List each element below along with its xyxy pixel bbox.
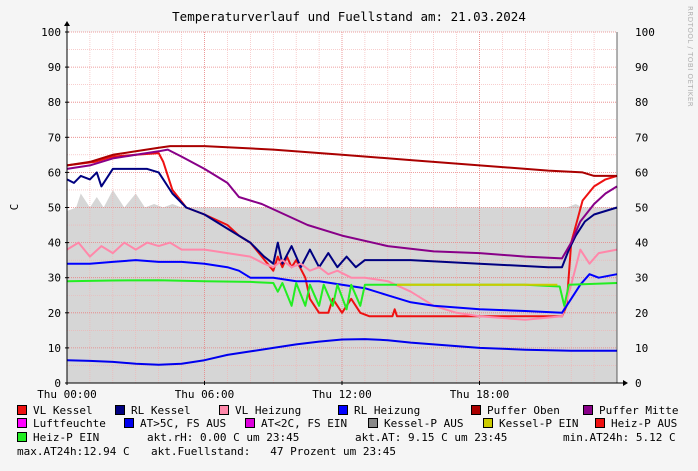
legend-swatch bbox=[17, 418, 27, 428]
legend-item-kessel-p-aus: Kessel-P AUS bbox=[368, 417, 463, 431]
legend-label: RL Kessel bbox=[131, 404, 191, 417]
current-humidity: akt.rH: 0.00 C um 23:45 bbox=[147, 431, 300, 444]
y-tick-label-right: 20 bbox=[635, 307, 648, 320]
legend-item-puffer-mitte: Puffer Mitte bbox=[583, 404, 678, 418]
current-fill-level: akt.Fuellstand: 47 Prozent um 23:45 bbox=[151, 445, 397, 458]
legend-row-1: VL Kessel RL Kessel VL Heizung RL Heizun… bbox=[0, 404, 698, 418]
y-tick-label: 70 bbox=[48, 131, 61, 144]
legend-label: Heiz-P EIN bbox=[33, 431, 100, 444]
y-tick-label: 30 bbox=[48, 272, 61, 285]
legend-swatch bbox=[219, 405, 229, 415]
legend-label: RL Heizung bbox=[354, 404, 421, 417]
x-tick-label: Thu 12:00 bbox=[312, 388, 372, 400]
legend-item-heiz-p-ein: Heiz-P EIN bbox=[17, 431, 99, 445]
legend-swatch bbox=[17, 432, 27, 442]
legend-row-2: Luftfeuchte AT>5C, FS AUS AT<2C, FS EIN … bbox=[0, 417, 698, 431]
y-tick-label-right: 90 bbox=[635, 61, 648, 74]
legend-label: Kessel-P AUS bbox=[384, 417, 464, 430]
series-line bbox=[67, 259, 618, 314]
y-axis-label: C bbox=[8, 204, 21, 211]
legend-item-rl-heizung: RL Heizung bbox=[338, 404, 420, 418]
legend-swatch bbox=[483, 418, 493, 428]
y-tick-label-right: 50 bbox=[635, 202, 648, 215]
series-line bbox=[66, 145, 617, 177]
y-tick-label: 80 bbox=[48, 96, 61, 109]
legend-row-3: Heiz-P EIN akt.rH: 0.00 C um 23:45 akt.A… bbox=[0, 431, 698, 445]
y-tick-label: 90 bbox=[48, 61, 61, 74]
legend-swatch bbox=[471, 405, 481, 415]
legend-swatch bbox=[17, 405, 27, 415]
y-tick-label: 0 bbox=[54, 377, 61, 390]
legend-swatch bbox=[338, 405, 348, 415]
y-tick-label: 60 bbox=[48, 166, 61, 179]
y-tick-label-right: 60 bbox=[635, 166, 648, 179]
current-outdoor-temp: akt.AT: 9.15 C um 23:45 bbox=[355, 431, 508, 444]
x-tick-label: Thu 18:00 bbox=[450, 388, 510, 400]
y-axis-arrow bbox=[64, 21, 70, 26]
legend-item-luftfeuchte: Luftfeuchte bbox=[17, 417, 106, 431]
max-outdoor-temp: max.AT24h:12.94 C bbox=[17, 445, 130, 458]
min-outdoor-temp: min.AT24h: 5.12 C bbox=[563, 431, 676, 444]
x-tick-label: Thu 00:00 bbox=[37, 388, 97, 400]
legend-item-puffer-oben: Puffer Oben bbox=[471, 404, 560, 418]
legend-label: VL Heizung bbox=[235, 404, 302, 417]
series-line bbox=[66, 167, 618, 269]
legend-label: Puffer Oben bbox=[487, 404, 560, 417]
y-tick-label: 50 bbox=[48, 202, 61, 215]
x-axis-arrow bbox=[623, 380, 628, 386]
temperature-chart: 0 0 10 10 20 20 30 30 40 40 50 50 60 60 70 70 80 80 90 90 10… bbox=[8, 9, 655, 400]
y-tick-label-right: 0 bbox=[635, 377, 642, 390]
legend-label: Puffer Mitte bbox=[599, 404, 679, 417]
y-tick-label-right: 70 bbox=[635, 131, 648, 144]
legend-swatch bbox=[583, 405, 593, 415]
rrdtool-watermark: RRDTOOL / TOBI OETIKER bbox=[686, 6, 694, 108]
legend-item-rl-kessel: RL Kessel bbox=[115, 404, 191, 418]
legend-label: AT<2C, FS EIN bbox=[261, 417, 348, 430]
y-tick-label: 100 bbox=[41, 26, 61, 39]
y-tick-label: 10 bbox=[48, 342, 61, 355]
legend-label: VL Kessel bbox=[33, 404, 93, 417]
y-tick-label-right: 100 bbox=[635, 26, 655, 39]
legend-item-kessel-p-ein: Kessel-P EIN bbox=[483, 417, 578, 431]
legend-label: Kessel-P EIN bbox=[499, 417, 579, 430]
legend-label: AT>5C, FS AUS bbox=[140, 417, 227, 430]
y-tick-label: 20 bbox=[48, 307, 61, 320]
chart-title: Temperaturverlauf und Fuellstand am: 21.… bbox=[172, 9, 526, 24]
legend-item-heiz-p-aus: Heiz-P AUS bbox=[595, 417, 677, 431]
y-tick-label-right: 40 bbox=[635, 237, 648, 250]
legend-item-at-below-2c: AT<2C, FS EIN bbox=[245, 417, 347, 431]
legend-item-vl-heizung: VL Heizung bbox=[219, 404, 301, 418]
y-tick-label-right: 30 bbox=[635, 272, 648, 285]
series-line bbox=[66, 241, 618, 321]
legend-label: Heiz-P AUS bbox=[611, 417, 678, 430]
series-line bbox=[66, 148, 618, 260]
legend-item-at-above-5c: AT>5C, FS AUS bbox=[124, 417, 226, 431]
x-tick-label: Thu 06:00 bbox=[175, 388, 235, 400]
legend-row-4: max.AT24h:12.94 C akt.Fuellstand: 47 Pro… bbox=[0, 445, 698, 459]
legend-swatch bbox=[245, 418, 255, 428]
y-tick-label: 40 bbox=[48, 237, 61, 250]
legend-label: Luftfeuchte bbox=[33, 417, 106, 430]
legend-item-vl-kessel: VL Kessel bbox=[17, 404, 93, 418]
legend-swatch bbox=[115, 405, 125, 415]
legend-swatch bbox=[368, 418, 378, 428]
series-line bbox=[66, 338, 617, 366]
y-tick-label-right: 10 bbox=[635, 342, 648, 355]
y-tick-label-right: 80 bbox=[635, 96, 648, 109]
legend-swatch bbox=[124, 418, 134, 428]
legend-swatch bbox=[595, 418, 605, 428]
